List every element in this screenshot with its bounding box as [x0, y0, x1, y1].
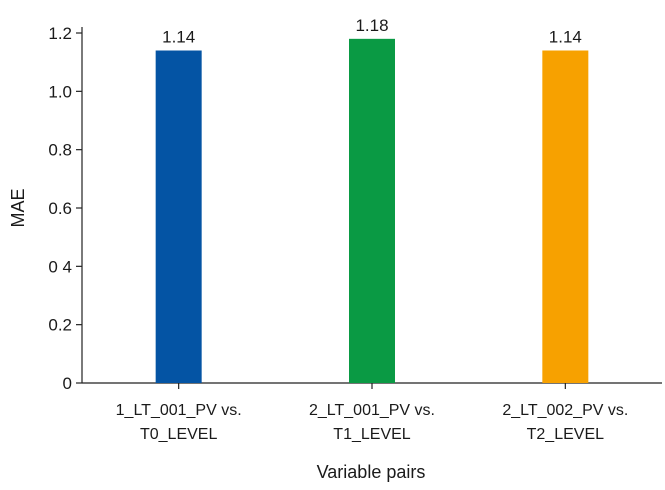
x-category-label-line: 1_LT_001_PV vs.: [116, 402, 242, 419]
bar: [349, 38, 395, 383]
y-tick-label: 0.2: [48, 316, 72, 335]
x-axis: [82, 382, 662, 389]
x-category-label-line: T0_LEVEL: [140, 426, 217, 443]
x-category-label-line: T2_LEVEL: [527, 426, 604, 443]
y-axis-title: MAE: [8, 188, 28, 227]
x-category-label-line: 2_LT_001_PV vs.: [309, 402, 435, 419]
y-axis: 0 0.2 0 4 0.6 0.8 1.0 1.2: [48, 24, 83, 393]
category-labels-group: 1_LT_001_PV vs. T0_LEVEL 2_LT_001_PV vs. T1…: [116, 402, 629, 443]
y-tick-label: 0.6: [48, 199, 72, 218]
x-category-label-line: 2_LT_002_PV vs.: [502, 402, 628, 419]
x-category-label: 1_LT_001_PV vs. T0_LEVEL: [116, 402, 242, 443]
y-tick-label: 0.8: [48, 141, 72, 160]
bar: [542, 50, 589, 383]
x-category-label: 2_LT_002_PV vs. T2_LEVEL: [502, 402, 628, 443]
y-tick-label: 1.0: [48, 82, 72, 101]
bars-group: [155, 38, 589, 383]
bar-value-label: 1.14: [549, 28, 582, 47]
data-labels-group: 1.14 1.18 1.14: [162, 16, 582, 47]
y-tick-label: 0: [63, 374, 72, 393]
bar: [155, 50, 202, 383]
bar-value-label: 1.14: [162, 28, 195, 47]
x-category-label-line: T1_LEVEL: [333, 426, 410, 443]
y-tick-label: 0 4: [48, 257, 72, 276]
x-axis-title: Variable pairs: [317, 462, 426, 482]
y-tick-label: 1.2: [48, 24, 72, 43]
x-category-label: 2_LT_001_PV vs. T1_LEVEL: [309, 402, 435, 443]
bar-value-label: 1.18: [355, 16, 388, 35]
